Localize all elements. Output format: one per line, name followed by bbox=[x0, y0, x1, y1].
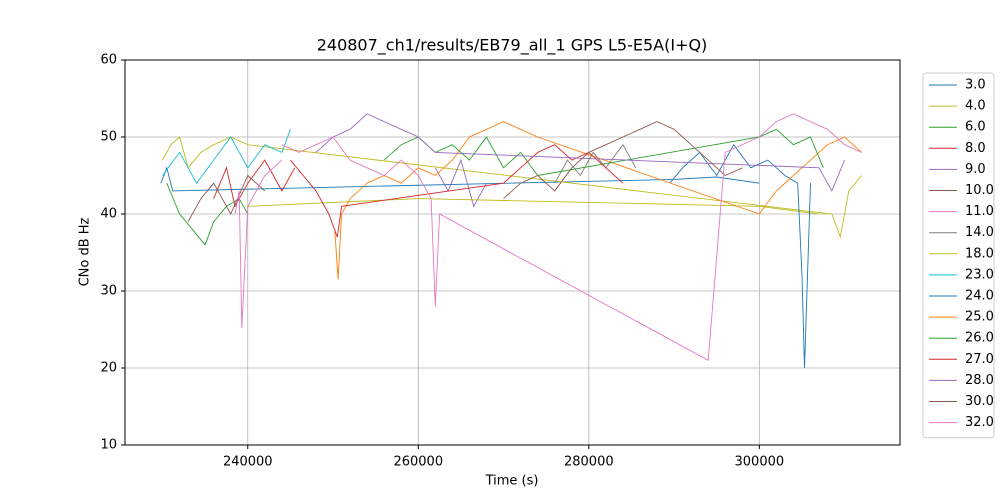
x-axis-label: Time (s) bbox=[485, 474, 539, 489]
legend-label: 24.0 bbox=[965, 289, 994, 304]
legend-label: 9.0 bbox=[965, 162, 986, 177]
legend-label: 10.0 bbox=[965, 183, 994, 198]
series-line bbox=[281, 113, 862, 362]
series-line bbox=[290, 144, 624, 238]
plot-frame bbox=[124, 59, 901, 446]
y-tick-label: 60 bbox=[100, 53, 117, 68]
x-tick-label: 280000 bbox=[564, 455, 614, 470]
series-line bbox=[434, 158, 487, 208]
series-line bbox=[503, 121, 743, 199]
legend-label: 11.0 bbox=[965, 204, 994, 219]
series-line bbox=[247, 198, 820, 215]
legend-label: 8.0 bbox=[965, 141, 986, 156]
y-tick-label: 10 bbox=[100, 438, 117, 453]
chart-title: 240807_ch1/results/EB79_all_1 GPS L5-E5A… bbox=[317, 36, 708, 56]
series-line bbox=[187, 174, 266, 222]
legend-label: 27.0 bbox=[965, 352, 994, 367]
series-line bbox=[234, 159, 283, 329]
legend-box bbox=[922, 72, 995, 439]
x-tick-label: 260000 bbox=[393, 455, 443, 470]
series-line bbox=[554, 143, 637, 184]
y-axis-label: CNo dB Hz bbox=[78, 217, 93, 286]
legend-label: 3.0 bbox=[965, 78, 986, 93]
legend-label: 14.0 bbox=[965, 225, 994, 240]
y-tick-label: 20 bbox=[100, 361, 117, 376]
legend-label: 4.0 bbox=[965, 99, 986, 114]
legend-label: 25.0 bbox=[965, 310, 994, 325]
series-line bbox=[334, 121, 862, 280]
legend-label: 23.0 bbox=[965, 267, 994, 282]
x-tick-label: 300000 bbox=[735, 455, 785, 470]
legend-label: 26.0 bbox=[965, 331, 994, 346]
x-tick-label: 240000 bbox=[223, 455, 273, 470]
y-tick-label: 30 bbox=[100, 284, 117, 299]
legend-label: 32.0 bbox=[965, 415, 994, 430]
series-line bbox=[162, 136, 862, 239]
legend-label: 6.0 bbox=[965, 120, 986, 135]
y-tick-label: 50 bbox=[100, 130, 117, 145]
series-line bbox=[213, 159, 296, 208]
legend-label: 30.0 bbox=[965, 394, 994, 409]
series-line bbox=[162, 129, 291, 185]
series-line bbox=[669, 143, 811, 369]
legend-label: 28.0 bbox=[965, 373, 994, 388]
y-tick-label: 40 bbox=[100, 207, 117, 222]
series-line bbox=[315, 113, 846, 192]
legend-label: 18.0 bbox=[965, 246, 994, 261]
